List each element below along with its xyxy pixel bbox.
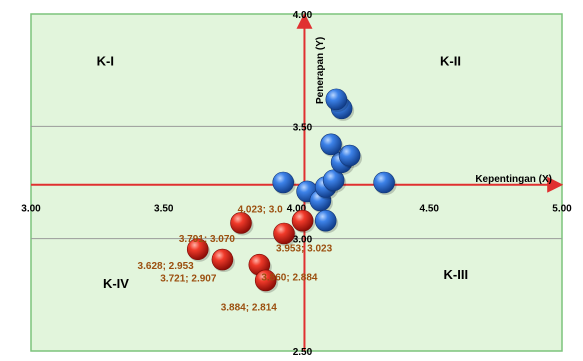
blue-point [314, 209, 337, 232]
quadrant-label: K-I [97, 54, 114, 69]
y-tick-label: 2.50 [293, 347, 313, 356]
data-point-labels: 3.628; 2.953 3.721; 2.907 3.791; 3.070 3.95… [138, 205, 333, 314]
blue-point [272, 171, 295, 194]
plot-background [30, 13, 563, 352]
y-tick-label: 4.00 [293, 10, 313, 21]
x-tick-label: 3.00 [21, 204, 41, 215]
y-axis-label: Penerapan (Y) [315, 37, 326, 104]
gridlines [31, 125, 562, 240]
quadrant-labels: K-I K-II K-III K-IV [97, 54, 468, 291]
red-point [273, 222, 295, 245]
blue-point [373, 171, 395, 194]
x-tick-label: 4.50 [420, 204, 440, 215]
blue-point [325, 88, 348, 111]
blue-point [338, 144, 361, 167]
quadrant-label: K-IV [103, 276, 129, 291]
blue-point [320, 133, 342, 156]
x-tick-label: 4.00 [287, 204, 307, 215]
x-axis-label: Kepentingan (X) [475, 174, 552, 185]
x-tick-label: 5.00 [552, 204, 572, 215]
point-label: 3.721; 2.907 [160, 274, 217, 285]
red-point [230, 212, 252, 234]
data-points [186, 88, 397, 293]
point-label: 3.884; 2.814 [221, 302, 278, 313]
point-label: 3.953; 3.023 [276, 243, 333, 254]
quadrant-label: K-III [444, 267, 469, 282]
x-tick-label: 3.50 [154, 204, 174, 215]
y-tick-label: 3.00 [293, 235, 313, 246]
point-label: 3.791; 3.070 [179, 234, 236, 245]
y-tick-label: 3.50 [293, 122, 313, 133]
axis-labels: Kepentingan (X) Penerapan (Y) [315, 37, 552, 185]
point-label: 4.023; 3.0 [238, 205, 283, 216]
tick-labels: 3.00 3.50 4.00 4.50 5.00 2.50 3.00 3.50 4.00 [21, 10, 572, 358]
point-label: 3.628; 2.953 [138, 261, 195, 272]
red-point [186, 238, 209, 261]
red-point [291, 209, 314, 232]
red-point [254, 269, 277, 292]
point-label: 3.860; 2.884 [261, 273, 318, 284]
quadrant-label: K-II [440, 54, 461, 69]
red-point [211, 248, 234, 271]
blue-point [322, 169, 345, 192]
